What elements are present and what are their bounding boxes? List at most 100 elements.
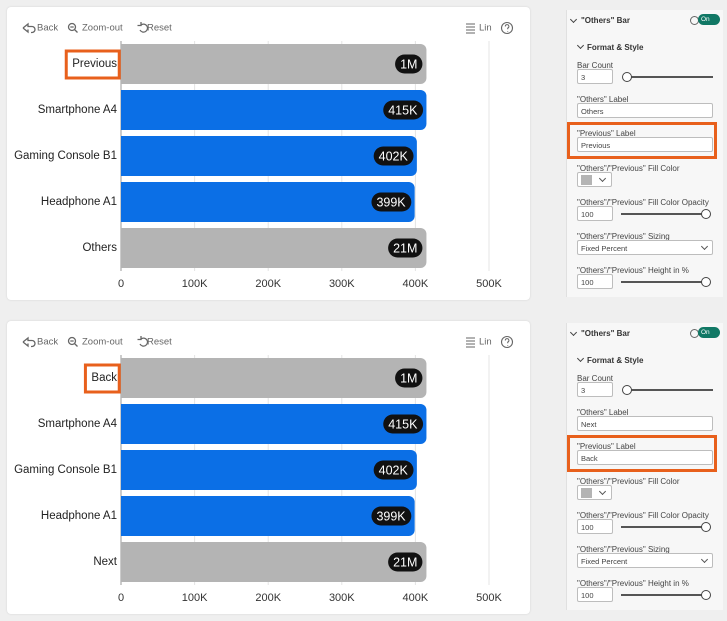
value-label: 21M	[393, 241, 417, 255]
section-title: Format & Style	[587, 43, 644, 52]
highlight-box	[567, 122, 717, 159]
back-label: Back	[37, 23, 58, 34]
bar	[121, 90, 427, 130]
help-icon	[500, 21, 514, 35]
x-tick-label: 0	[118, 278, 124, 290]
field-label: "Others"/"Previous" Fill Color	[577, 477, 680, 486]
scale-icon	[466, 337, 475, 348]
slider-track[interactable]	[621, 594, 706, 596]
field-label: "Others"/"Previous" Fill Color Opacity	[577, 198, 709, 207]
number-input[interactable]: 100	[577, 519, 613, 534]
category-label: Gaming Console B1	[14, 150, 117, 162]
value-label: 415K	[388, 103, 418, 117]
value-label-pill	[383, 100, 424, 120]
bar	[121, 404, 427, 444]
slider-knob[interactable]	[701, 209, 711, 219]
bar	[121, 136, 417, 176]
chevron	[576, 354, 585, 363]
field-label: "Others"/"Previous" Fill Color Opacity	[577, 511, 709, 520]
chart-card: Back Zoom-out Reset Lin 0 100K 200K 300K 400K 500…	[7, 321, 530, 614]
highlight-box	[64, 49, 121, 80]
slider-track[interactable]	[627, 389, 713, 391]
scale-button[interactable]: Lin	[466, 23, 492, 34]
chevron	[576, 41, 585, 50]
number-input[interactable]: 100	[577, 587, 613, 602]
pane-header: "Others" Bar	[581, 329, 630, 338]
slider-knob[interactable]	[701, 277, 711, 287]
zoom-out-button[interactable]: Zoom-out	[67, 337, 124, 348]
zoom-out-button[interactable]: Zoom-out	[67, 23, 124, 34]
field-label: "Others"/"Previous" Sizing	[577, 232, 670, 241]
x-tick-label: 100K	[182, 278, 208, 290]
field-label: "Others"/"Previous" Height in %	[577, 266, 689, 275]
number-input[interactable]: 3	[577, 69, 613, 84]
bar	[121, 496, 415, 536]
number-input[interactable]: 3	[577, 382, 613, 397]
color-picker[interactable]	[577, 485, 612, 500]
zoom-icon-handle	[70, 26, 78, 33]
category-label: Next	[93, 556, 117, 568]
number-input[interactable]: 100	[577, 274, 613, 289]
dropdown[interactable]: Fixed Percent	[577, 553, 713, 568]
color-picker[interactable]	[577, 172, 612, 187]
scale-icon	[466, 23, 475, 34]
field-label: "Others" Label	[577, 95, 629, 104]
format-pane: "Others" Bar On Format & Style Bar Count 3 "O…	[566, 323, 723, 610]
field-label: "Others"/"Previous" Height in %	[577, 579, 689, 588]
bar	[121, 542, 427, 582]
text-input[interactable]: Next	[577, 416, 713, 431]
slider-track[interactable]	[621, 213, 706, 215]
slider-knob[interactable]	[701, 590, 711, 600]
value-label-pill	[371, 192, 412, 212]
toggle[interactable]: On	[698, 14, 720, 25]
text-input[interactable]: Others	[577, 103, 713, 118]
reset-label: Reset	[147, 337, 172, 348]
value-label-pill	[395, 54, 423, 74]
value-label: 1M	[400, 57, 417, 71]
highlight-box	[83, 363, 121, 394]
value-label: 399K	[376, 195, 406, 209]
back-button[interactable]: Back	[22, 337, 58, 348]
reset-icon	[137, 22, 149, 33]
dropdown[interactable]: Fixed Percent	[577, 240, 713, 255]
bar	[121, 182, 415, 222]
reset-button[interactable]: Reset	[137, 22, 173, 34]
slider-knob[interactable]	[622, 72, 632, 82]
back-label: Back	[37, 337, 58, 348]
zoom-out-label: Zoom-out	[82, 337, 123, 348]
slider-track[interactable]	[627, 76, 713, 78]
help-button[interactable]	[500, 21, 514, 35]
category-label: Previous	[72, 58, 117, 70]
pane-header: "Others" Bar	[581, 16, 630, 25]
scale-button[interactable]: Lin	[466, 337, 492, 348]
text-input[interactable]: Back	[577, 450, 713, 465]
number-input[interactable]: 100	[577, 206, 613, 221]
value-label-pill	[371, 506, 412, 526]
x-tick-label: 500K	[476, 278, 502, 290]
reset-button[interactable]: Reset	[137, 336, 173, 348]
back-button[interactable]: Back	[22, 22, 58, 34]
format-pane: "Others" Bar On Format & Style Bar Count 3 "O…	[566, 10, 723, 297]
category-label: Smartphone A4	[38, 418, 118, 430]
slider-knob[interactable]	[622, 385, 632, 395]
toggle[interactable]: On	[698, 327, 720, 338]
field-label: "Previous" Label	[577, 129, 636, 138]
field-label: "Others"/"Previous" Fill Color	[577, 164, 680, 173]
category-label: Back	[91, 372, 117, 384]
slider-track[interactable]	[621, 526, 706, 528]
value-label-pill	[388, 238, 423, 258]
value-label-pill	[395, 368, 423, 388]
text-input[interactable]: Previous	[577, 137, 713, 152]
value-label: 21M	[393, 555, 417, 569]
value-label-pill	[373, 460, 414, 480]
dropdown-arrow	[598, 487, 607, 496]
help-button[interactable]	[500, 335, 514, 349]
category-label: Others	[82, 242, 117, 254]
chart: Back Zoom-out Reset Lin 0 100K 200K 300K 400K 500…	[14, 335, 514, 604]
slider-knob[interactable]	[701, 522, 711, 532]
x-tick-label: 300K	[329, 592, 355, 604]
slider-track[interactable]	[621, 281, 706, 283]
x-tick-label: 400K	[403, 592, 429, 604]
back-icon	[22, 22, 36, 34]
